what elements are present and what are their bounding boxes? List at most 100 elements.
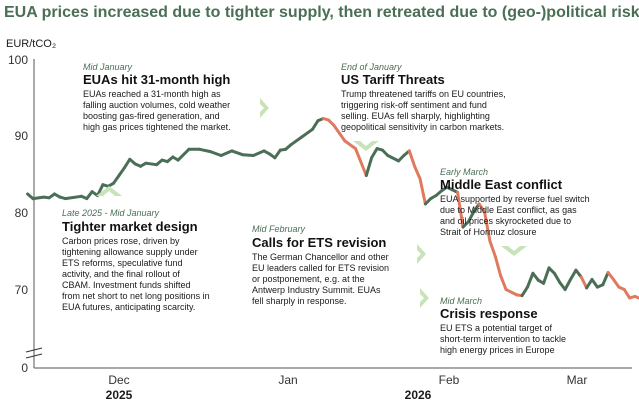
x-tick-year: 2025	[106, 388, 133, 402]
annotation-heading: Crisis response	[440, 306, 538, 321]
chevron-up-icon	[96, 186, 122, 196]
series-segment	[96, 183, 105, 197]
annotation-body-line: EU ETS a potential target of	[440, 323, 553, 333]
series-segment	[63, 194, 83, 201]
series-segment	[370, 147, 379, 160]
annotation-body-line: Antwerp Industry Summit. EUAs	[252, 285, 381, 295]
annotation-period: End of January	[341, 62, 402, 72]
annotation-body-line: ETS reforms, speculative fund	[62, 258, 183, 268]
annotation-heading: Calls for ETS revision	[252, 235, 386, 250]
annotation-body-line: geopolitical sensitivity in carbon marke…	[341, 122, 504, 132]
series-segment	[585, 278, 594, 290]
y-tick-label: 90	[15, 129, 29, 143]
series-segment	[31, 195, 46, 201]
series-segment	[466, 210, 476, 224]
annotation-period: Early March	[440, 167, 488, 177]
annotation-body-line: short-term intervention to tackle	[440, 334, 566, 344]
annotation-body-line: CBAM. Investment funds shifted	[62, 280, 191, 290]
annotation-body-line: falling auction volumes, cold weather	[83, 100, 230, 110]
series-segment	[251, 149, 266, 157]
series-segment	[343, 139, 357, 151]
annotation-body-line: due to Middle East conflict, as gas	[440, 205, 577, 215]
y-tick-label: 100	[8, 53, 28, 67]
chevron-right-icon	[260, 98, 269, 118]
series-segment	[241, 153, 255, 157]
series-segment	[477, 202, 486, 214]
annotation-body-line: high gas prices tightened the market.	[83, 122, 231, 132]
annotation-body-line: selling. EUAs fell sharply, highlighting	[341, 111, 490, 121]
series-segment	[499, 274, 508, 291]
annotation-body-line: EUAs reached a 31-month high as	[83, 89, 221, 99]
series-segment	[112, 174, 121, 185]
annotation-end-of-january: End of January US Tariff Threats Trump t…	[341, 62, 506, 132]
annotation-body-line: Strait of Hormuz closure	[440, 227, 537, 237]
annotation-body-line: Trump threatened tariffs on EU countries…	[341, 89, 506, 99]
annotation-mid-february: Mid February Calls for ETS revision The …	[252, 224, 389, 306]
series-segment	[526, 271, 535, 289]
axis-break-marker	[25, 347, 43, 359]
annotation-body-line: triggering risk-off sentiment and fund	[341, 100, 487, 110]
annotation-period: Mid March	[440, 296, 482, 306]
series-segment	[488, 239, 497, 258]
series-segment	[579, 275, 589, 290]
annotation-body-line: and oil prices skyrocketed due to	[440, 216, 571, 226]
series-segment	[289, 135, 304, 147]
series-segment	[633, 294, 639, 300]
annotation-body-line: EU leaders called for ETS revision	[252, 263, 389, 273]
annotation-late-2025: Late 2025 - Mid January Tighter market d…	[62, 208, 210, 312]
series-segment	[332, 124, 347, 143]
annotation-body-line: or postponement, e.g. at the	[252, 274, 365, 284]
annotation-early-march: Early March Middle East conflict EUA sup…	[440, 167, 590, 237]
series-segment	[504, 288, 519, 297]
y-tick-label: 70	[15, 283, 29, 297]
chevron-down-icon	[353, 141, 379, 151]
series-segment	[418, 177, 427, 206]
annotation-period: Mid January	[83, 62, 133, 72]
annotation-body-line: boosting gas-fired generation, and	[83, 111, 220, 121]
series-segment	[176, 147, 191, 162]
x-tick-label: Dec	[108, 373, 129, 387]
x-tick-label: Feb	[439, 373, 460, 387]
chart-title: EUA prices increased due to tighter supp…	[4, 4, 639, 21]
series-segment	[122, 157, 132, 170]
series-segment	[612, 278, 621, 289]
series-segment	[354, 147, 368, 177]
series-segment	[569, 268, 578, 281]
annotation-body-line: EUA supported by reverse fuel switch	[440, 194, 590, 204]
y-axis-unit: EUR/tCO₂	[6, 38, 56, 50]
series-segment	[364, 156, 374, 177]
annotation-body-line: tightening allowance supply under	[62, 247, 198, 257]
annotation-body-line: The German Chancellor and other	[252, 252, 389, 262]
series-segment	[622, 288, 632, 300]
series-segment	[273, 148, 282, 160]
annotation-heading: US Tariff Threats	[341, 72, 445, 87]
chevron-down-icon	[501, 246, 527, 256]
annotation-heading: Middle East conflict	[440, 177, 563, 192]
series-segment	[198, 147, 212, 154]
series-segment	[456, 190, 465, 229]
series-segment	[563, 278, 572, 291]
series-segment	[208, 150, 223, 157]
annotation-body-line: Carbon prices rose, driven by	[62, 236, 180, 246]
series-segment	[407, 149, 417, 168]
series-layer	[26, 117, 639, 300]
annotation-body-line: fell sharply in response.	[252, 296, 347, 306]
annotation-body-line: from net short to net long positions in	[62, 291, 210, 301]
series-segment	[230, 149, 245, 157]
chevron-right-icon	[417, 244, 426, 264]
annotation-body-line: EUA futures, anticipating scarcity.	[62, 302, 195, 312]
x-tick-label: Jan	[278, 373, 297, 387]
y-tick-label: 0	[21, 361, 28, 375]
annotation-mid-march: Mid March Crisis response EU ETS a poten…	[440, 296, 566, 355]
annotation-mid-january: Mid January EUAs hit 31-month high EUAs …	[83, 62, 231, 132]
series-segment	[520, 285, 529, 298]
y-tick-label: 80	[15, 206, 29, 220]
series-segment	[601, 271, 610, 287]
annotation-heading: Tighter market design	[62, 219, 198, 234]
chevron-right-icon	[420, 288, 429, 308]
series-segment	[590, 278, 599, 289]
series-segment	[117, 166, 126, 177]
series-segment	[483, 210, 492, 243]
annotation-period: Mid February	[252, 224, 306, 234]
